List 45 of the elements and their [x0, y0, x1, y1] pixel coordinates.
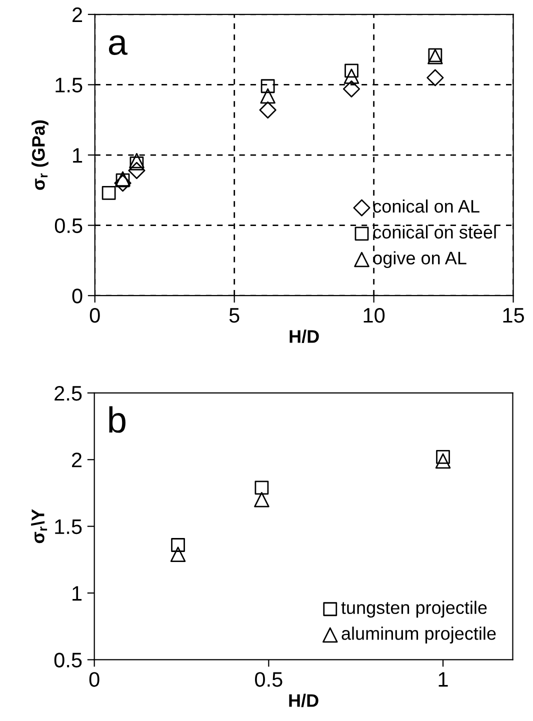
x-tick-label: 1	[438, 672, 448, 687]
annotation: a	[108, 35, 128, 56]
annotation: b	[109, 406, 126, 433]
point	[344, 68, 360, 84]
y-tick-label: 2.5	[54, 386, 82, 401]
x-axis-title: H/D	[289, 694, 318, 708]
y-tick-label: 1.5	[55, 520, 82, 534]
point	[128, 162, 146, 180]
x-tick-label: 0	[90, 308, 100, 323]
point	[260, 88, 276, 104]
point	[435, 453, 451, 469]
point	[129, 153, 144, 168]
point	[170, 546, 186, 562]
point	[436, 450, 450, 464]
x-tick-label: 10	[364, 308, 385, 323]
point	[342, 80, 360, 98]
point	[254, 492, 270, 508]
y-tick-label: 0.5	[54, 652, 82, 668]
point	[102, 186, 116, 200]
legend-label: ogive on AL	[373, 251, 466, 268]
point	[171, 538, 185, 552]
point	[426, 69, 444, 86]
point	[259, 101, 276, 119]
x-tick-label: 15	[503, 308, 524, 323]
y-tick-label: 1.5	[56, 78, 82, 92]
y-tick-label: 0	[72, 288, 82, 304]
legend-label: tungsten projectile	[341, 600, 487, 618]
legend-label: aluminum projectile	[342, 626, 496, 644]
y-tick-label: 1	[73, 148, 82, 163]
y-axis-title: σ$_{r}$\Y	[31, 509, 48, 544]
x-tick-label: 0.5	[255, 672, 282, 687]
legend-label: conical on AL	[373, 199, 480, 213]
y-tick-label: 2	[72, 7, 82, 22]
x-tick-label: 0	[89, 672, 100, 687]
y-tick-label: 2	[72, 452, 82, 468]
y-axis-title: σ$_{r}$ (GPa)	[32, 120, 48, 190]
point	[344, 64, 358, 78]
point	[254, 480, 269, 495]
point	[260, 79, 275, 94]
legend-label: conical on steel	[373, 225, 496, 239]
y-tick-label: 1	[72, 586, 82, 601]
y-tick-label: 0.5	[54, 218, 82, 234]
point	[114, 174, 132, 192]
x-axis-title: H/D	[290, 330, 319, 344]
x-tick-label: 5	[229, 308, 240, 323]
